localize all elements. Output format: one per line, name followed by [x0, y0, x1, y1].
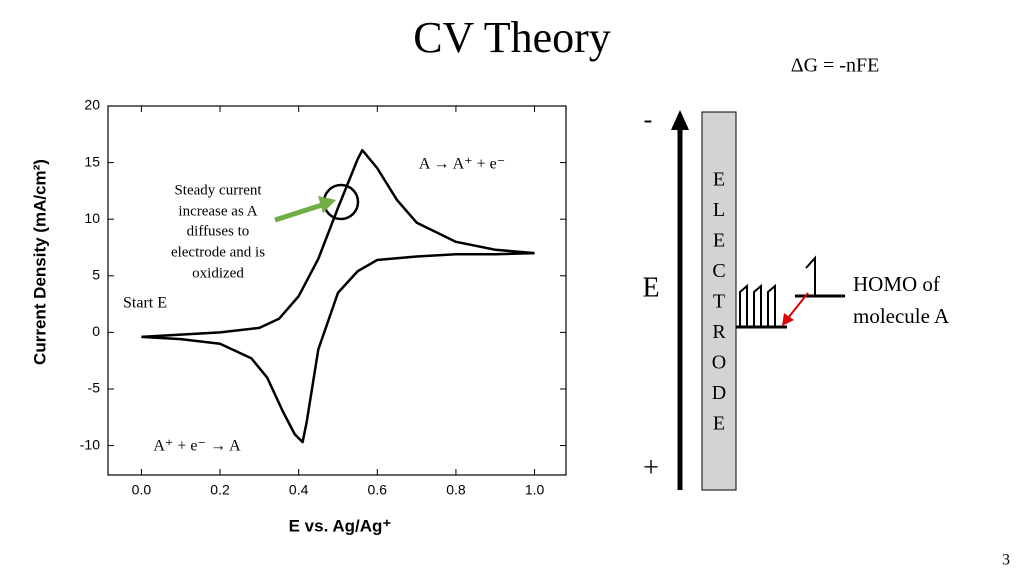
y-tick-label: 10 — [84, 210, 100, 226]
plot-frame — [107, 105, 567, 476]
pointer-arrowhead — [318, 196, 336, 213]
x-axis-label: E vs. Ag/Ag⁺ — [289, 516, 392, 535]
cv-curve — [141, 148, 535, 339]
electrode-letter: E — [713, 413, 725, 435]
y-tick-label: 20 — [84, 97, 100, 113]
equation: ΔG = -nFE — [791, 55, 880, 77]
y-tick-label: 15 — [84, 153, 100, 169]
x-tick-label: 0.8 — [446, 482, 466, 498]
y-tick-label: -5 — [88, 380, 101, 396]
annotation: electrode and is — [171, 244, 265, 260]
transfer-arrowhead — [782, 313, 794, 326]
page-number: 3 — [1002, 552, 1010, 569]
annotation: diffuses to — [187, 223, 250, 239]
y-tick-label: -10 — [80, 436, 100, 452]
electrode-letter: O — [712, 352, 726, 374]
electrode-letter: E — [713, 230, 725, 252]
electrode — [701, 111, 737, 491]
homo-label: HOMO of — [853, 272, 940, 296]
energy-label: E — [642, 272, 659, 303]
x-tick-label: 1.0 — [525, 482, 545, 498]
electrode-letter: D — [712, 382, 726, 404]
annotation: Start E — [123, 295, 167, 312]
electron-states — [739, 283, 776, 328]
x-tick-label: 0.2 — [210, 482, 230, 498]
electrode-letter: L — [713, 199, 725, 221]
transfer-arrow — [787, 292, 809, 319]
plus-sign: + — [643, 452, 659, 483]
x-tick-label: 0.6 — [368, 482, 388, 498]
y-tick-label: 0 — [92, 323, 100, 339]
annotation: Steady current — [174, 182, 262, 198]
annotation: A⁺ + e⁻ → A — [153, 438, 241, 455]
annotation: oxidized — [192, 265, 244, 281]
homo-label: molecule A — [853, 304, 950, 328]
x-tick-label: 0.0 — [132, 482, 152, 498]
cv-curve — [141, 251, 535, 444]
slide-title: CV Theory — [413, 13, 611, 62]
electrode-letter: E — [713, 169, 725, 191]
annotation: A → A⁺ + e⁻ — [419, 156, 505, 173]
electrode-letter: T — [713, 291, 725, 313]
x-tick-label: 0.4 — [289, 482, 309, 498]
y-tick-label: 5 — [92, 266, 100, 282]
electrode-letter: R — [712, 321, 726, 343]
electron-spin — [805, 255, 816, 296]
pointer-arrow — [274, 202, 323, 223]
annotation: increase as A — [178, 203, 257, 219]
energy-arrowhead — [671, 110, 689, 130]
minus-sign: - — [644, 105, 653, 134]
electrode-letter: C — [712, 260, 725, 282]
y-axis-label: Current Density (mA/cm²) — [30, 159, 49, 365]
